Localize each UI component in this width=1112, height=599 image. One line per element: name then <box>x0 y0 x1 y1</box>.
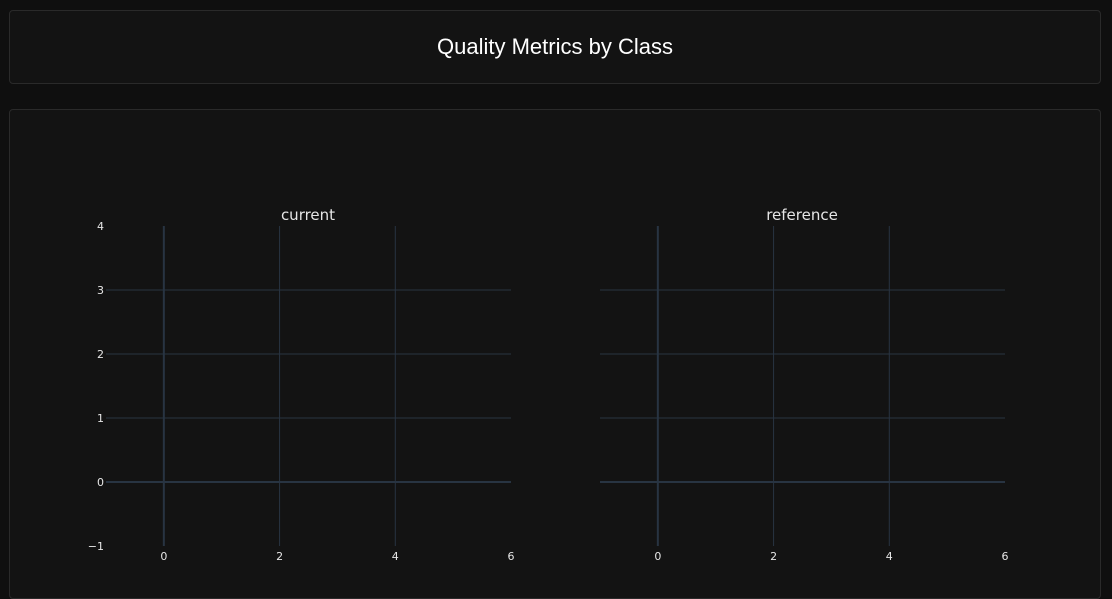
x-tick-label: 6 <box>1002 550 1009 563</box>
y-tick-label: 0 <box>97 476 104 489</box>
x-tick-label: 2 <box>770 550 777 563</box>
subplot-reference: reference 0 2 4 6 <box>600 206 1009 563</box>
x-tick-label: 2 <box>276 550 283 563</box>
subplot-title-reference: reference <box>766 206 838 224</box>
x-tick-label: 4 <box>886 550 893 563</box>
y-tick-label: −1 <box>88 540 104 553</box>
x-tick-label: 4 <box>392 550 399 563</box>
header-card: Quality Metrics by Class <box>9 10 1101 84</box>
subplot-title-current: current <box>281 206 335 224</box>
x-tick-label: 0 <box>160 550 167 563</box>
y-tick-label: 2 <box>97 348 104 361</box>
y-tick-label: 1 <box>97 412 104 425</box>
x-tick-label: 0 <box>654 550 661 563</box>
page-title: Quality Metrics by Class <box>437 34 673 59</box>
y-tick-label: 4 <box>97 220 104 233</box>
x-tick-label: 6 <box>508 550 515 563</box>
subplot-current: current 0 2 4 6 −1 0 1 2 3 4 <box>88 206 515 563</box>
y-tick-label: 3 <box>97 284 104 297</box>
